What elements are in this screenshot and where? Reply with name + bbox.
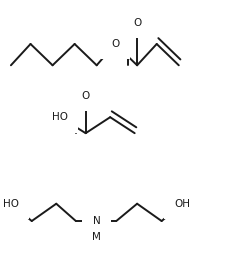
Text: O: O [133, 18, 141, 28]
Text: O: O [82, 91, 90, 101]
Text: N: N [93, 216, 100, 226]
Text: OH: OH [174, 199, 190, 209]
Text: HO: HO [3, 199, 19, 209]
Text: M: M [92, 232, 101, 242]
Text: HO: HO [52, 112, 68, 122]
Text: O: O [111, 39, 119, 49]
